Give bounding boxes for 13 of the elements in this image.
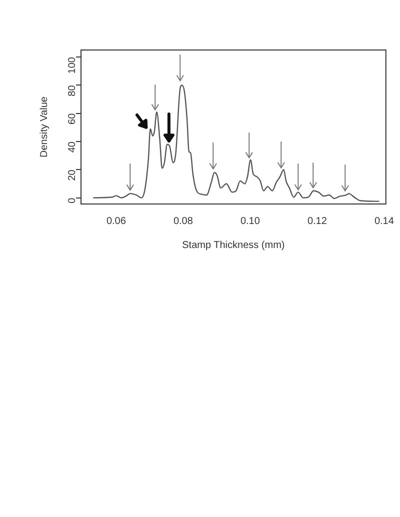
x-tick-label: 0.08 (173, 216, 194, 227)
x-tick-label: 0.06 (106, 216, 126, 227)
x-axis-title: Stamp Thickness (mm) (182, 240, 285, 251)
y-tick-label: 20 (66, 169, 78, 181)
y-axis-title: Density Value (38, 96, 50, 158)
y-tick-label: 40 (66, 141, 78, 153)
x-tick-label: 0.10 (240, 216, 260, 227)
y-tick-label: 60 (66, 112, 78, 124)
y-tick-label: 100 (66, 56, 78, 74)
x-tick-label: 0.12 (307, 216, 328, 227)
y-tick-label: 80 (66, 84, 78, 96)
x-tick-label: 0.14 (374, 216, 394, 227)
y-tick-label: 0 (66, 197, 78, 204)
